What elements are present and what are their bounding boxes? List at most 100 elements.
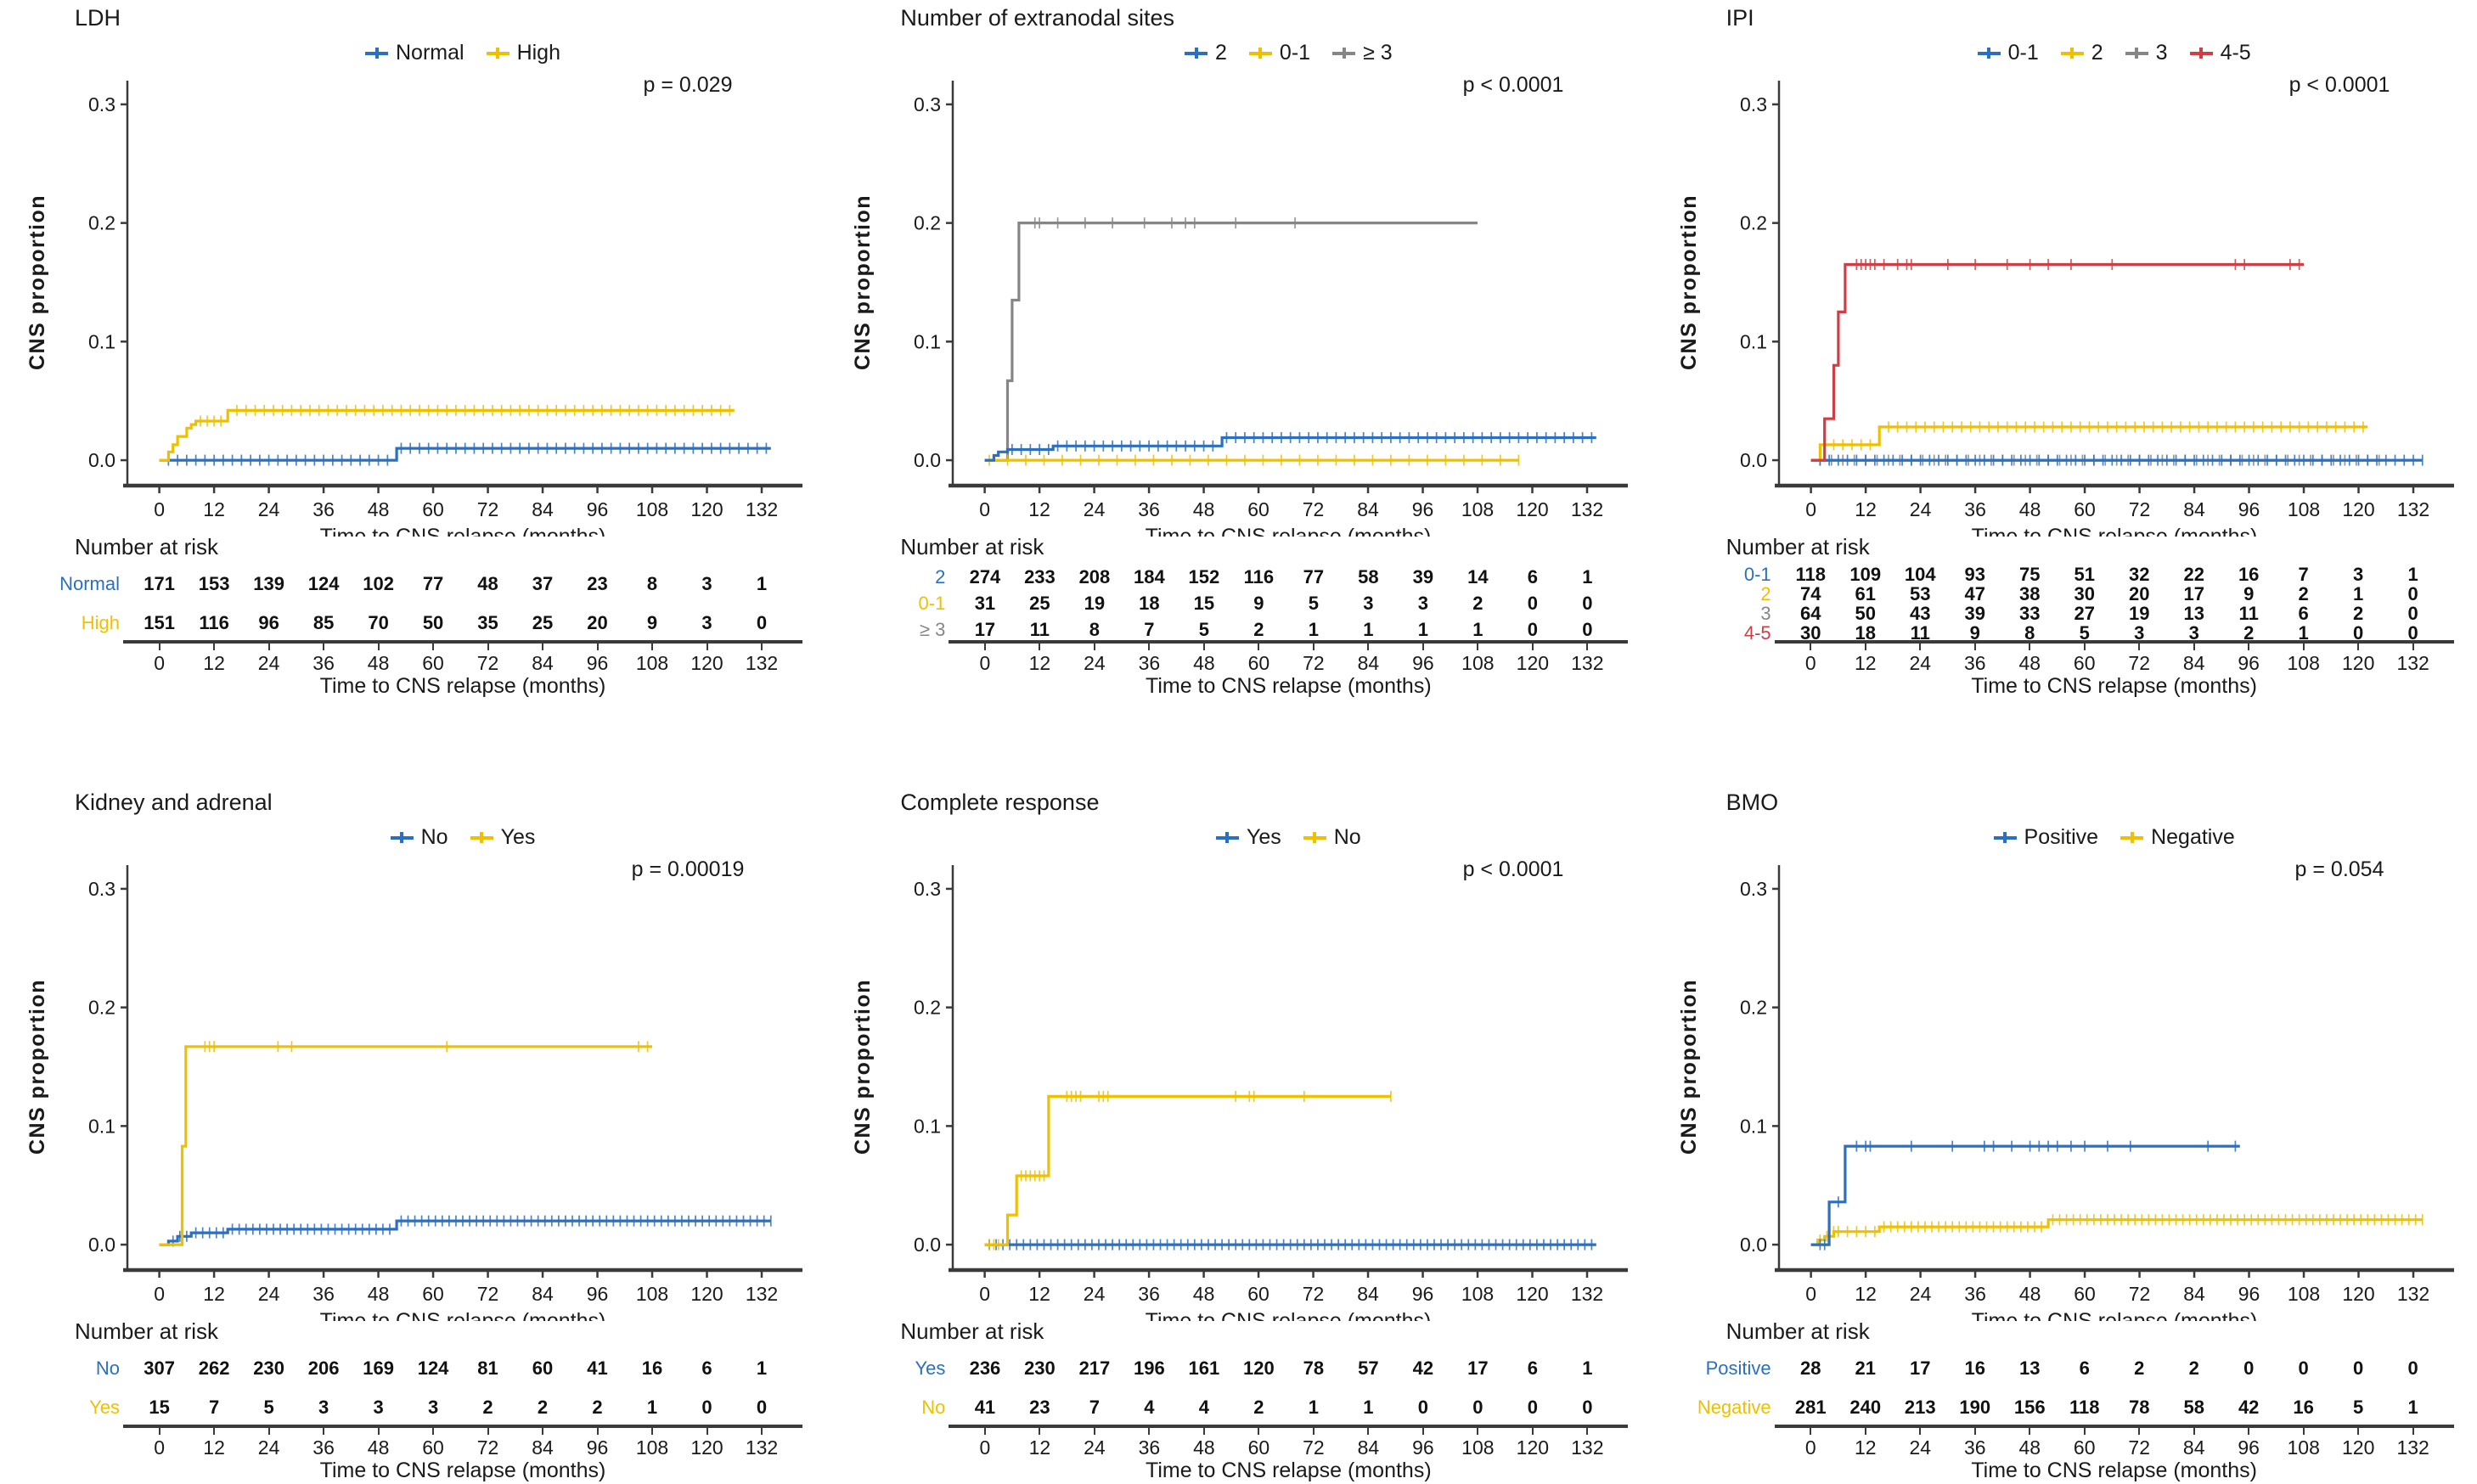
risk-count: 0: [2298, 1358, 2309, 1379]
y-tick-label: 0.1: [88, 330, 115, 352]
risk-axis-tick-label: 132: [745, 1436, 779, 1459]
risk-table-header: Number at risk: [75, 534, 219, 559]
risk-axis-tick: [1810, 644, 1812, 650]
survival-curve-key-icon: [1977, 46, 2001, 60]
panel-title: Number of extranodal sites: [900, 5, 1174, 31]
risk-count: 30: [2074, 582, 2095, 604]
y-tick-label: 0.1: [1740, 1115, 1767, 1137]
survival-curve-4-5: [1810, 262, 2304, 462]
x-tick-label: 72: [1303, 1283, 1325, 1305]
risk-axis-tick: [542, 1428, 544, 1435]
legend-item: High: [486, 41, 560, 65]
survival-curve-Yes: [159, 1045, 652, 1246]
risk-count: 208: [1078, 566, 1111, 588]
risk-count: 1: [756, 573, 768, 594]
risk-count: 6: [2079, 1358, 2090, 1379]
risk-count: 35: [477, 612, 498, 633]
risk-row-label: High: [81, 612, 120, 633]
risk-axis-tick-label: 132: [2396, 1436, 2429, 1459]
risk-axis-tick-label: 48: [367, 1436, 390, 1459]
risk-count: 22: [2183, 563, 2204, 585]
x-tick-label: 24: [258, 1283, 280, 1305]
risk-axis-tick: [2138, 644, 2141, 650]
risk-count: 58: [2183, 1397, 2204, 1418]
risk-count: 236: [969, 1358, 1001, 1379]
x-tick-label: 60: [422, 498, 444, 520]
x-tick-label: 132: [746, 1283, 778, 1305]
risk-count: 1: [646, 1397, 658, 1418]
risk-axis-tick: [213, 644, 216, 650]
risk-axis-tick-label: 120: [1516, 1436, 1550, 1459]
survival-curve-key-icon: [365, 46, 388, 60]
risk-count: 2: [2243, 621, 2255, 644]
x-axis-label: Time to CNS relapse (months): [320, 525, 606, 537]
risk-count: 17: [974, 618, 996, 640]
panel-number-of-extranodal-sites: Number of extranodal sites 2 0-1 ≥ 3 0.0 0.1 0…: [825, 0, 1651, 742]
x-tick-label: 108: [636, 498, 668, 520]
legend-item: 3: [2125, 41, 2168, 65]
risk-axis-tick-label: 84: [532, 1436, 554, 1459]
risk-count: 0: [1582, 618, 1593, 640]
risk-axis-tick-label: 24: [1084, 1436, 1106, 1459]
risk-row-label: Normal: [59, 573, 120, 594]
legend-item: No: [1303, 825, 1361, 850]
risk-table-header: Number at risk: [900, 1318, 1044, 1344]
risk-axis-tick: [1258, 1428, 1260, 1435]
risk-axis-tick-label: 72: [1303, 652, 1325, 674]
risk-count: 1: [1472, 618, 1483, 640]
survival-curve-key-icon: [1248, 46, 1272, 60]
risk-axis: [949, 640, 1629, 644]
risk-count: 17: [1910, 1358, 1931, 1379]
x-tick-label: 60: [1248, 1283, 1270, 1305]
risk-axis-tick: [323, 644, 325, 650]
legend: 2 0-1 ≥ 3: [953, 41, 1624, 65]
risk-count: 0: [1582, 1397, 1593, 1418]
x-tick-label: 72: [477, 1283, 499, 1305]
x-axis-label: Time to CNS relapse (months): [320, 1309, 606, 1321]
survival-curve-Negative: [1810, 1218, 2423, 1246]
risk-count: 14: [1467, 566, 1489, 588]
risk-axis-tick-label: 12: [1854, 652, 1877, 674]
risk-axis-tick-label: 60: [2073, 652, 2096, 674]
legend-item: 0-1: [1977, 41, 2039, 65]
risk-axis-tick: [2357, 644, 2360, 650]
risk-axis-tick-label: 120: [2341, 652, 2375, 674]
risk-axis-tick-label: 60: [422, 1436, 444, 1459]
y-tick-label: 0.3: [88, 93, 115, 115]
risk-count: 230: [253, 1358, 284, 1379]
risk-axis-tick: [2412, 1428, 2414, 1435]
risk-count: 2: [1472, 593, 1483, 614]
risk-count: 169: [363, 1358, 394, 1379]
legend-label: 0-1: [1279, 41, 1311, 65]
legend: Normal High: [127, 41, 798, 65]
risk-count: 1: [1363, 1397, 1374, 1418]
x-axis-label: Time to CNS relapse (months): [1971, 525, 2257, 537]
risk-axis-tick-label: 84: [1357, 1436, 1380, 1459]
risk-count: 6: [1527, 566, 1538, 588]
risk-axis-tick: [983, 1428, 986, 1435]
risk-axis-tick-label: 132: [1571, 652, 1604, 674]
risk-count: 77: [1303, 566, 1325, 588]
y-axis-label: CNS proportion: [851, 194, 875, 370]
risk-axis-tick-label: 12: [1028, 652, 1051, 674]
risk-axis-tick: [542, 644, 544, 650]
risk-count: 1: [2407, 1397, 2418, 1418]
risk-count: 9: [2243, 582, 2255, 604]
y-axis-label: CNS proportion: [25, 194, 49, 370]
risk-axis-tick: [267, 1428, 270, 1435]
risk-axis-tick-label: 0: [154, 652, 165, 674]
legend-item: ≥ 3: [1332, 41, 1393, 65]
x-tick-label: 132: [2396, 498, 2429, 520]
panel-title: IPI: [1725, 5, 1754, 31]
risk-row-label: Yes: [915, 1358, 946, 1379]
risk-row-label: No: [921, 1397, 946, 1418]
risk-count: 3: [2134, 621, 2145, 644]
risk-count: 120: [1243, 1358, 1275, 1379]
risk-count: 151: [144, 612, 175, 633]
risk-axis-tick-label: 120: [690, 652, 723, 674]
risk-count: 43: [1910, 602, 1931, 624]
risk-count: 78: [2128, 1397, 2150, 1418]
risk-axis-tick-label: 48: [1193, 1436, 1215, 1459]
legend: Yes No: [953, 825, 1624, 850]
